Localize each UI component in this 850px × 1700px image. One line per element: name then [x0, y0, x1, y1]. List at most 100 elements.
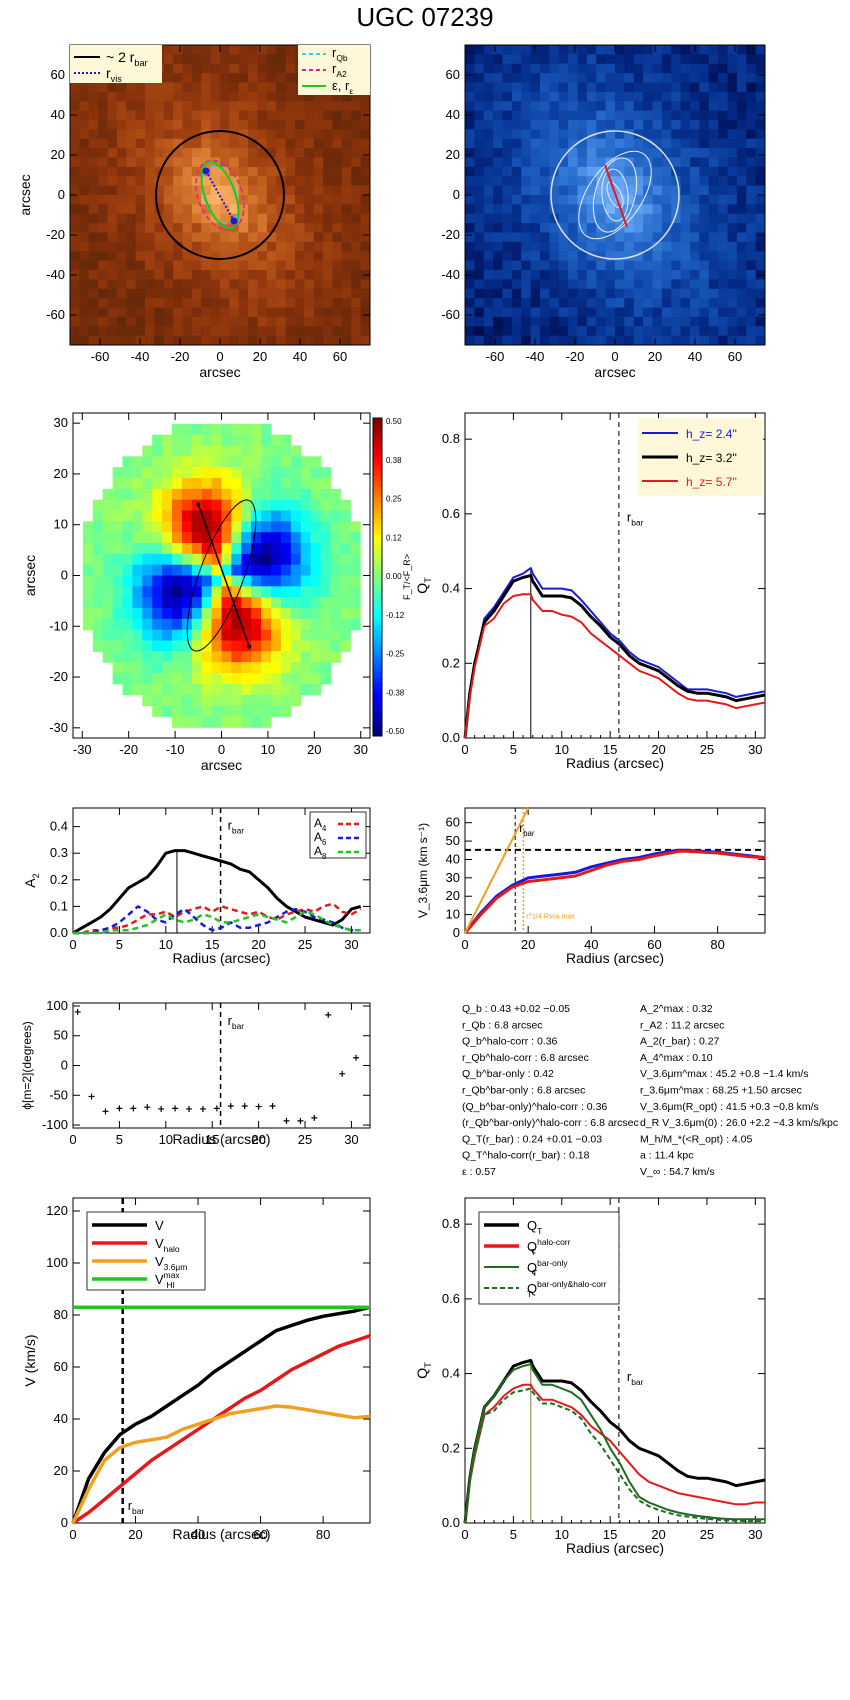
image-pixel: [154, 157, 165, 168]
image-pixel: [474, 63, 485, 74]
image-pixel: [708, 279, 719, 290]
image-pixel: [549, 335, 560, 346]
colorbar-cell: [373, 704, 382, 710]
heatmap-cell: [280, 705, 292, 717]
y-tick-label: 0: [61, 568, 68, 583]
series-line: [72, 849, 362, 935]
image-pixel: [746, 45, 757, 55]
image-pixel: [220, 241, 230, 252]
image-pixel: [182, 148, 193, 158]
image-pixel: [746, 101, 757, 112]
heatmap-cell: [280, 434, 292, 447]
image-pixel: [135, 82, 146, 93]
image-pixel: [699, 195, 710, 205]
image-pixel: [549, 54, 560, 65]
heatmap-cell: [181, 434, 193, 447]
heatmap-cell: [251, 510, 262, 522]
image-pixel: [79, 120, 90, 130]
y-tick-label: 50: [446, 833, 460, 848]
heatmap-cell: [191, 510, 203, 522]
heatmap-cell: [251, 532, 262, 544]
image-pixel: [248, 316, 258, 327]
y-tick-label: 60: [51, 67, 65, 82]
heatmap-cell: [162, 467, 173, 479]
image-pixel: [671, 138, 682, 149]
colorbar-cell: [373, 614, 382, 620]
image-pixel: [229, 101, 240, 112]
image-pixel: [558, 326, 569, 337]
image-pixel: [154, 232, 165, 243]
image-pixel: [70, 316, 80, 327]
image-pixel: [323, 260, 333, 271]
image-pixel: [643, 129, 653, 140]
heatmap-cell: [251, 521, 262, 533]
heatmap-cell: [320, 499, 331, 512]
heatmap-cell: [261, 488, 272, 501]
image-pixel: [79, 138, 90, 149]
image-pixel: [88, 279, 99, 290]
colorbar-tick-label: 0.00: [386, 572, 402, 581]
image-pixel: [266, 335, 277, 346]
image-pixel: [540, 54, 550, 65]
image-pixel: [633, 138, 644, 149]
image-pixel: [624, 166, 635, 177]
image-pixel: [238, 260, 249, 271]
image-pixel: [238, 204, 249, 215]
image-pixel: [248, 138, 258, 149]
heatmap-cell: [132, 521, 143, 533]
x-tick-label: 30: [748, 742, 762, 757]
image-pixel: [502, 91, 513, 102]
image-pixel: [549, 138, 560, 149]
heatmap-cell: [211, 499, 223, 512]
image-pixel: [586, 223, 597, 233]
heatmap-cell: [251, 434, 262, 447]
image-pixel: [708, 298, 719, 308]
image-pixel: [135, 166, 146, 177]
image-pixel: [577, 279, 588, 290]
heatmap-cell: [340, 618, 351, 631]
heatmap-cell: [221, 683, 232, 696]
p7-ylabel: ϕ[m=2](degrees): [20, 1021, 34, 1109]
image-pixel: [285, 63, 296, 74]
heatmap-cell: [280, 543, 292, 555]
heatmap-cell: [191, 586, 203, 598]
image-pixel: [248, 335, 258, 346]
image-pixel: [718, 223, 728, 233]
image-pixel: [521, 82, 532, 93]
colorbar-cell: [373, 698, 382, 705]
image-pixel: [474, 260, 485, 271]
heatmap-cell: [172, 488, 183, 501]
heatmap-cell: [112, 521, 124, 533]
heatmap-cell: [142, 521, 153, 533]
x-tick-label: 40: [688, 349, 702, 364]
series-line: [73, 910, 361, 935]
image-pixel: [276, 120, 287, 130]
image-pixel: [736, 223, 747, 233]
image-pixel: [360, 204, 371, 215]
image-pixel: [341, 316, 352, 327]
image-pixel: [229, 195, 240, 205]
image-pixel: [98, 279, 108, 290]
image-pixel: [154, 138, 165, 149]
image-pixel: [210, 138, 221, 149]
heatmap-cell: [231, 662, 242, 674]
image-pixel: [540, 316, 550, 327]
image-pixel: [530, 91, 541, 102]
image-pixel: [708, 176, 719, 187]
image-pixel: [360, 166, 371, 177]
image-pixel: [107, 110, 118, 121]
image-pixel: [70, 279, 80, 290]
image-pixel: [511, 82, 522, 93]
image-pixel: [360, 241, 371, 252]
heatmap-cell: [221, 543, 232, 555]
heatmap-cell: [261, 553, 272, 566]
heatmap-cell: [310, 456, 322, 468]
image-pixel: [596, 213, 607, 224]
image-pixel: [313, 316, 324, 327]
image-pixel: [521, 195, 532, 205]
image-pixel: [755, 166, 766, 177]
heatmap-cell: [201, 467, 213, 479]
image-pixel: [70, 241, 80, 252]
heatmap-cell: [211, 651, 223, 663]
image-pixel: [718, 195, 728, 205]
